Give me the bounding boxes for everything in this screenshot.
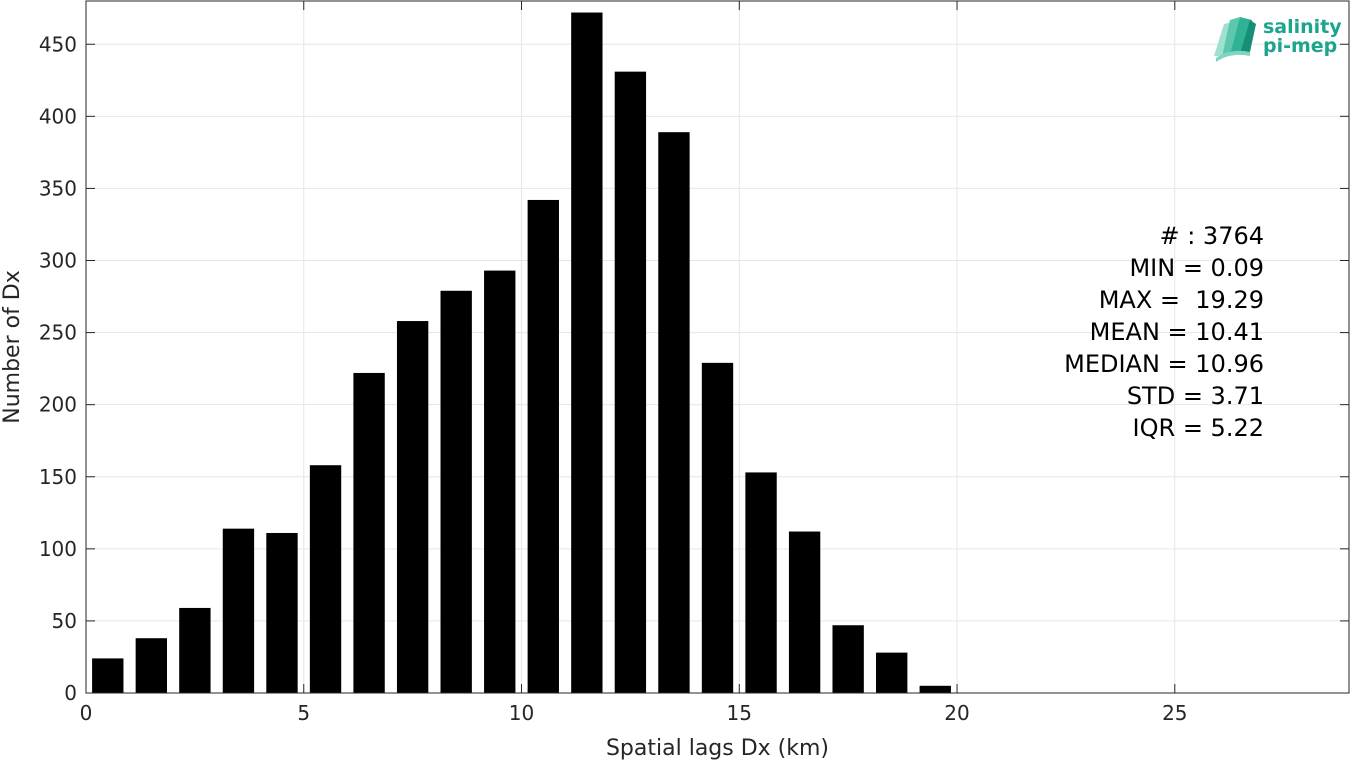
logo-wave-icon xyxy=(1214,17,1256,62)
histogram-bar xyxy=(701,362,734,693)
x-tick-label: 25 xyxy=(1162,701,1187,725)
y-tick-label: 150 xyxy=(39,465,77,489)
stats-line: IQR = 5.22 xyxy=(1133,414,1264,442)
x-tick-label: 20 xyxy=(944,701,969,725)
histogram-bar xyxy=(658,132,690,694)
bars xyxy=(92,12,951,694)
statistics-box: # : 3764 MIN = 0.09 MAX = 19.29 MEAN = 10.4… xyxy=(1064,222,1264,442)
y-tick-label: 200 xyxy=(39,393,77,417)
histogram-bar xyxy=(745,472,777,693)
x-tick-label: 10 xyxy=(509,701,534,725)
x-tick-label: 15 xyxy=(727,701,752,725)
stats-line: MEAN = 10.41 xyxy=(1090,318,1264,346)
histogram-bar xyxy=(309,465,342,693)
grid-lines xyxy=(85,1,1349,694)
stats-line: MAX = 19.29 xyxy=(1099,286,1264,314)
histogram-bar xyxy=(832,625,864,693)
y-axis-label: Number of Dx xyxy=(0,270,25,424)
y-tick-label: 50 xyxy=(52,609,77,633)
y-tick-label: 0 xyxy=(64,681,77,705)
histogram-bar xyxy=(571,12,603,694)
histogram-bar xyxy=(527,199,559,693)
stats-line: STD = 3.71 xyxy=(1127,382,1264,410)
x-ticks: 0 5 10 15 20 25 xyxy=(80,1,1188,725)
stats-line: MIN = 0.09 xyxy=(1129,254,1264,282)
x-tick-label: 5 xyxy=(297,701,310,725)
histogram-bar xyxy=(222,528,255,693)
logo-line-pi-mep: pi-mep xyxy=(1263,35,1337,57)
x-tick-label: 0 xyxy=(80,701,93,725)
logo-line-salinity: salinity xyxy=(1263,16,1342,38)
y-tick-label: 300 xyxy=(39,249,77,273)
histogram-bar xyxy=(396,321,429,693)
histogram-bar xyxy=(266,532,298,693)
histogram-bar xyxy=(876,652,908,693)
histogram-bar xyxy=(353,372,385,693)
histogram-bar xyxy=(135,638,168,693)
histogram-bar xyxy=(92,658,124,693)
y-ticks: 0 50 100 150 200 250 300 350 400 450 xyxy=(39,32,1349,705)
y-tick-label: 400 xyxy=(39,104,77,128)
x-axis-label: Spatial lags Dx (km) xyxy=(606,736,829,761)
stats-line: MEDIAN = 10.96 xyxy=(1064,350,1264,378)
histogram-bar xyxy=(179,607,211,693)
histogram-bar xyxy=(440,290,472,693)
y-tick-label: 100 xyxy=(39,537,77,561)
y-tick-label: 350 xyxy=(39,176,77,200)
histogram-bar xyxy=(788,531,821,693)
y-tick-label: 250 xyxy=(39,321,77,345)
stats-line: # : 3764 xyxy=(1159,222,1264,250)
histogram-bar xyxy=(484,270,516,693)
salinity-pi-mep-logo: salinity pi-mep xyxy=(1214,16,1342,62)
histogram-bar xyxy=(614,71,647,694)
axes-box xyxy=(85,0,1350,694)
y-tick-label: 450 xyxy=(39,32,77,56)
histogram-bar xyxy=(919,685,951,693)
